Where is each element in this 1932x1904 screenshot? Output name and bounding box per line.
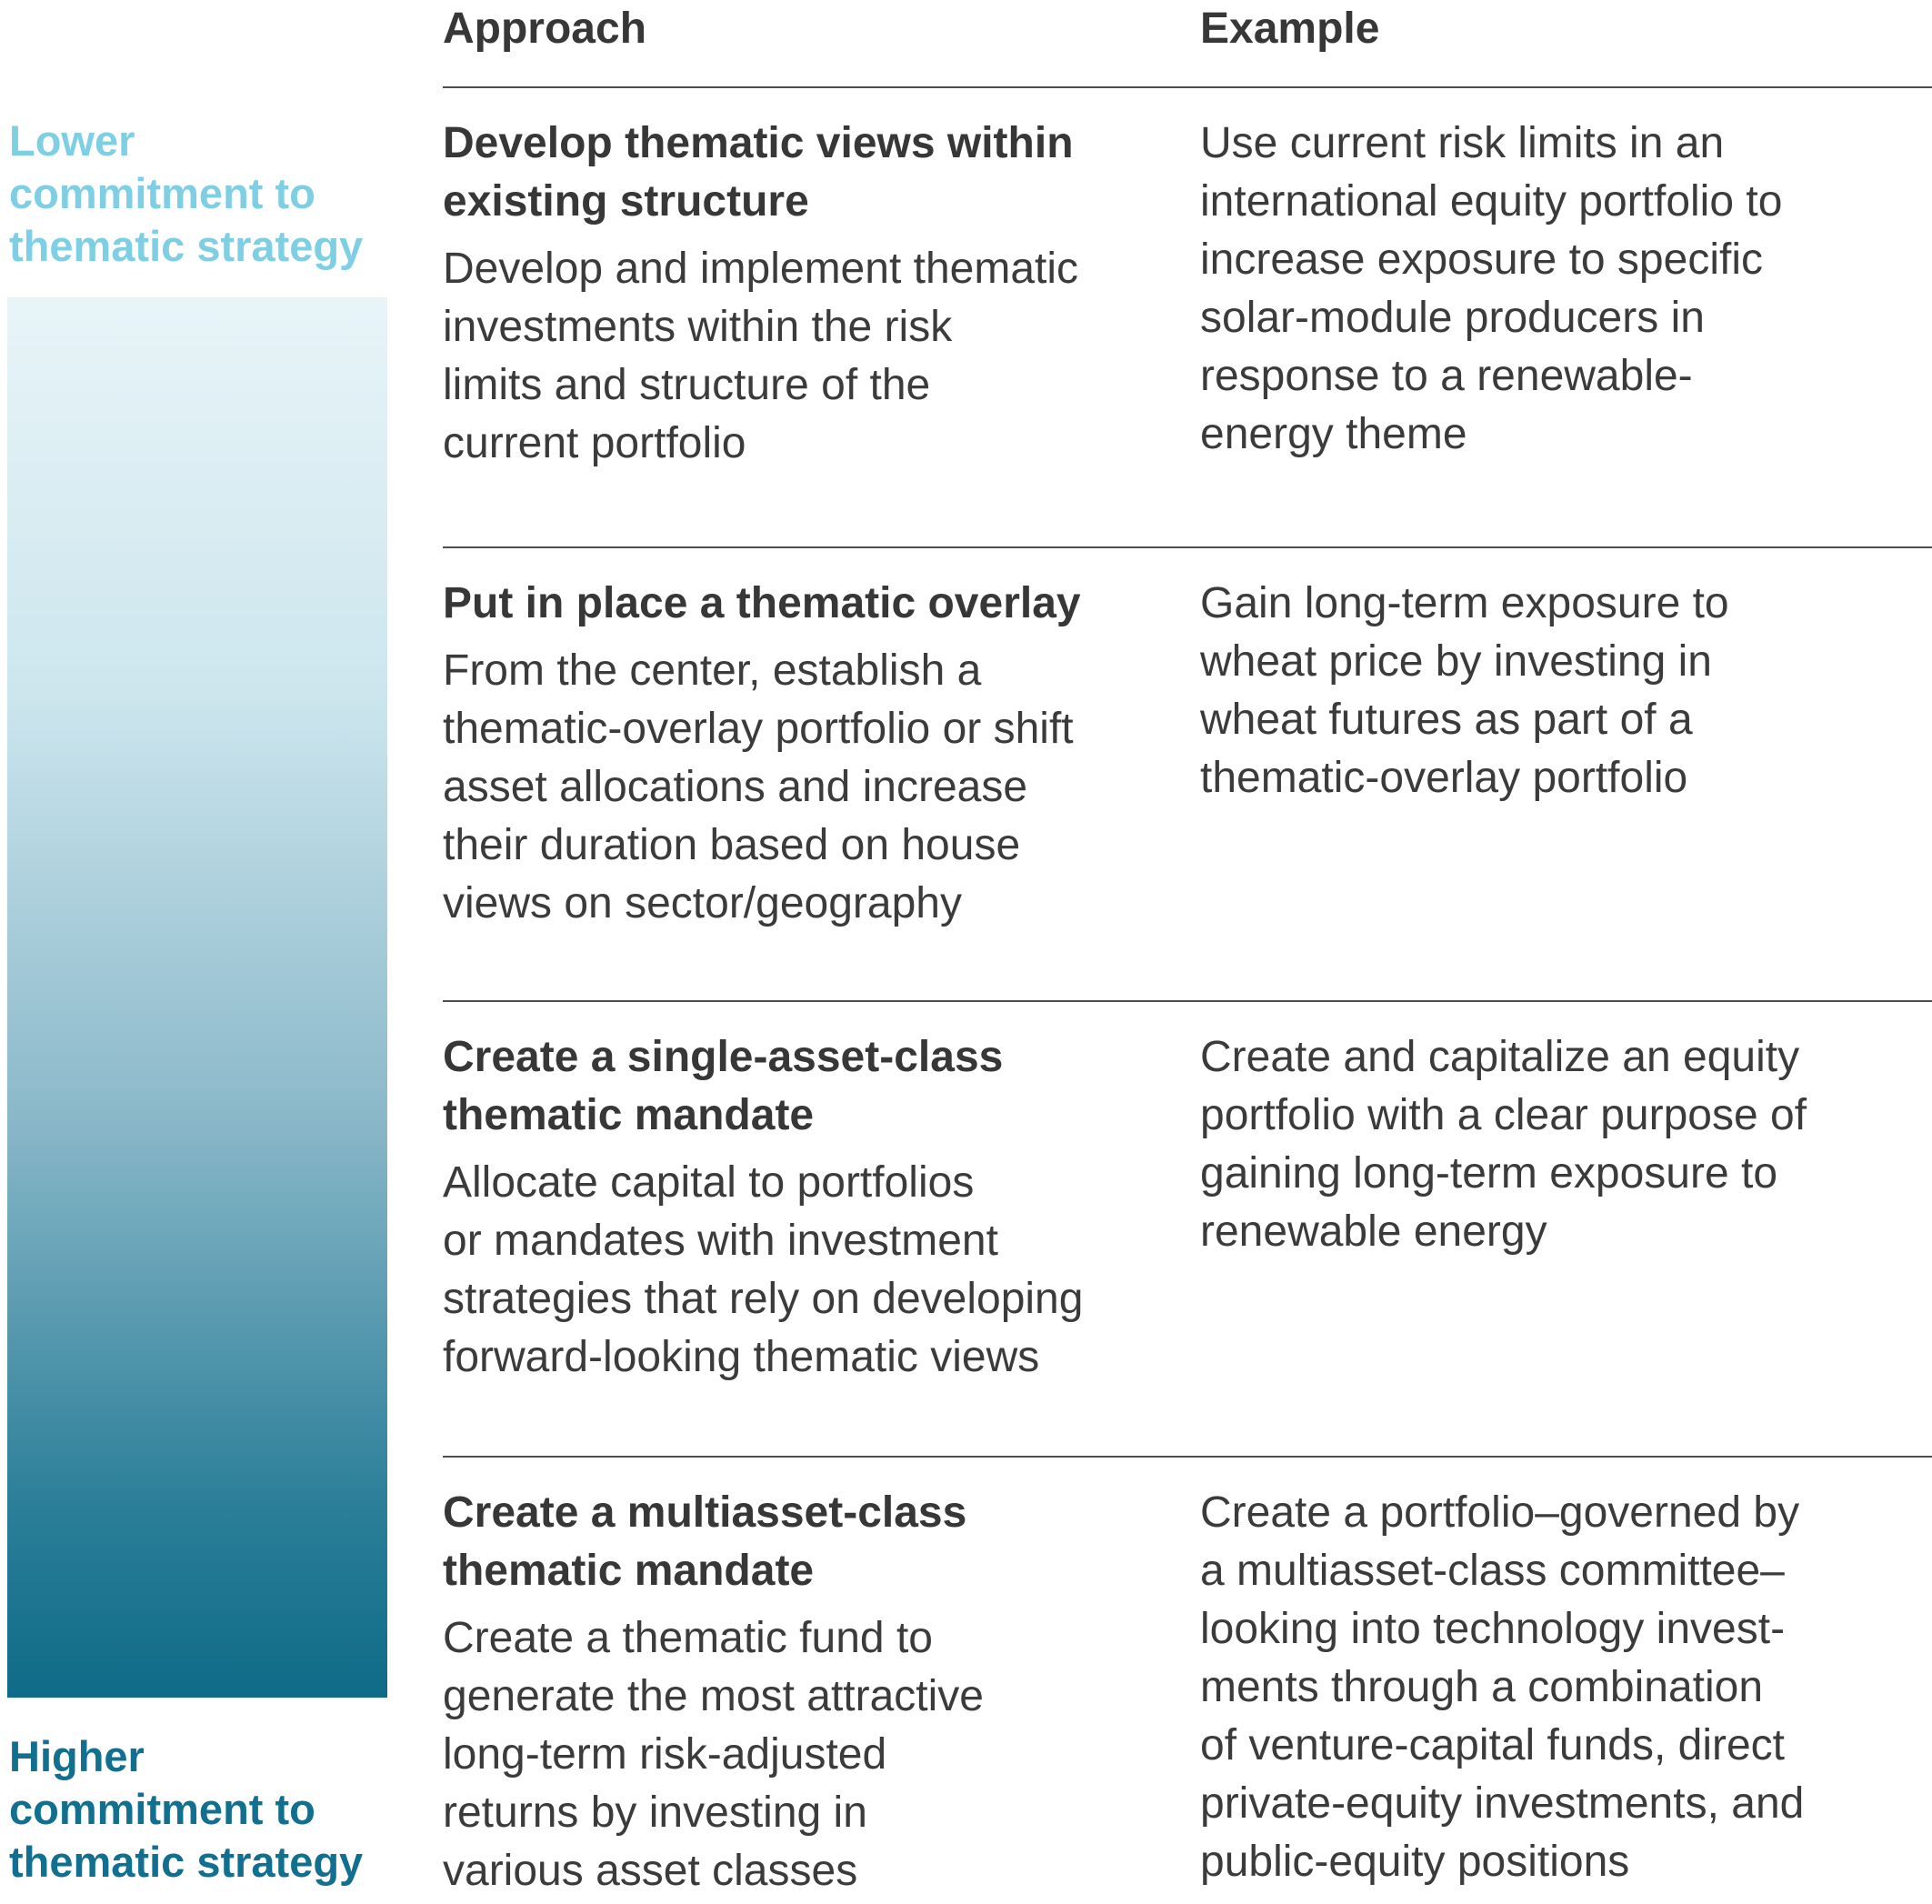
approach-column-header: Approach xyxy=(443,5,647,53)
example-text: Use current risk limits in an internatio… xyxy=(1200,119,1783,458)
approach-title: Create a single-asset-class thematic man… xyxy=(443,1033,1004,1139)
commitment-gradient-bar xyxy=(7,297,387,1698)
example-cell: Create and capitalize an equity portfoli… xyxy=(1200,1028,1932,1456)
approach-title: Create a multiasset-class thematic manda… xyxy=(443,1488,967,1595)
table-row: Create a multiasset-class thematic manda… xyxy=(443,1456,1932,1904)
example-text: Create a portfolio–governed by a multias… xyxy=(1200,1488,1805,1886)
example-text: Create and capitalize an equity portfoli… xyxy=(1200,1033,1807,1256)
table-row: Put in place a thematic overlay From the… xyxy=(443,546,1932,1000)
example-column-header: Example xyxy=(1200,5,1380,53)
approach-cell: Put in place a thematic overlay From the… xyxy=(443,575,1200,1000)
example-cell: Create a portfolio–governed by a multias… xyxy=(1200,1484,1932,1904)
approach-cell: Create a single-asset-class thematic man… xyxy=(443,1028,1200,1456)
example-cell: Use current risk limits in an internatio… xyxy=(1200,115,1932,546)
approach-cell: Develop thematic views within existing s… xyxy=(443,115,1200,546)
table-row: Develop thematic views within existing s… xyxy=(443,86,1932,546)
lower-commitment-label: Lower commitment to thematic strategy xyxy=(9,116,364,270)
example-cell: Gain long-term exposure to wheat price b… xyxy=(1200,575,1932,1000)
higher-commitment-label: Higher commitment to thematic strategy xyxy=(9,1732,364,1886)
approach-description: Allocate capital to portfolios or mandat… xyxy=(443,1158,1084,1381)
approach-example-table: Approach Example Develop thematic views … xyxy=(443,0,1932,1904)
approach-title: Develop thematic views within existing s… xyxy=(443,119,1074,225)
approach-description: From the center, establish a thematic-ov… xyxy=(443,646,1074,927)
approach-description: Develop and implement thematic investmen… xyxy=(443,245,1079,467)
approach-description: Create a thematic fund to generate the m… xyxy=(443,1614,984,1895)
table-row: Create a single-asset-class thematic man… xyxy=(443,1000,1932,1456)
table-header-row: Approach Example xyxy=(443,0,1932,86)
approach-cell: Create a multiasset-class thematic manda… xyxy=(443,1484,1200,1904)
example-text: Gain long-term exposure to wheat price b… xyxy=(1200,579,1729,802)
approach-title: Put in place a thematic overlay xyxy=(443,579,1081,627)
